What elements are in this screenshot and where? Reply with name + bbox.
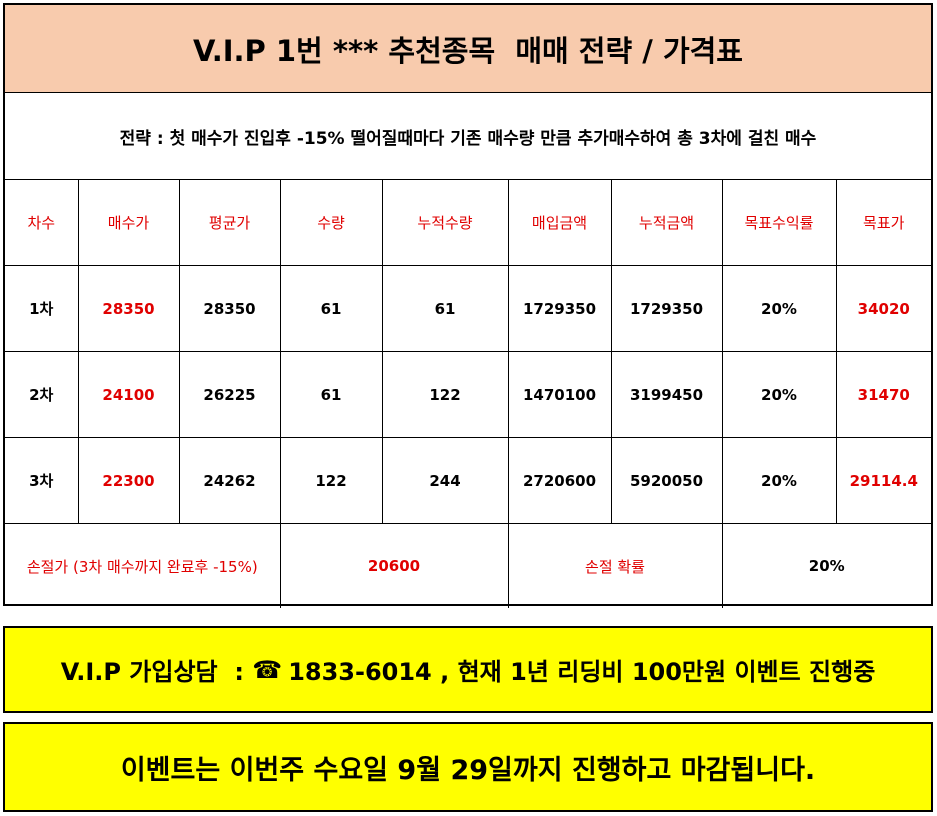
header-target-return: 목표수익률	[722, 180, 837, 266]
cell-cum-amount: 3199450	[611, 351, 723, 438]
cell-target-return: 20%	[722, 351, 837, 438]
cell-target-return: 20%	[722, 437, 837, 524]
price-table: 차수 매수가 평균가 수량 누적수량 매입금액 누적금액 목표수익률 목표가 1…	[5, 180, 931, 608]
cell-avg-price: 24262	[179, 437, 281, 524]
banner-consult-text: 1833-6014 , 현재 1년 리딩비 100만원 이벤트 진행중	[288, 658, 876, 686]
cell-qty: 61	[280, 351, 383, 438]
cell-buy-amount: 1470100	[508, 351, 612, 438]
table-header-row: 차수 매수가 평균가 수량 누적수량 매입금액 누적금액 목표수익률 목표가	[5, 180, 931, 266]
cell-qty: 61	[280, 265, 383, 352]
table-row: 1차 28350 28350 61 61 1729350 1729350 20%…	[5, 265, 931, 352]
header-buy-amount: 매입금액	[508, 180, 612, 266]
cell-target-price: 29114.4	[836, 437, 931, 524]
cell-target-price: 34020	[836, 265, 931, 352]
cell-target-price: 31470	[836, 351, 931, 438]
stop-loss-prob-value: 20%	[808, 557, 845, 575]
header-avg-price: 평균가	[179, 180, 281, 266]
telephone-icon: ☎	[252, 655, 283, 684]
cell-buy-amount: 2720600	[508, 437, 612, 524]
cell-qty: 122	[280, 437, 383, 524]
header-qty: 수량	[280, 180, 383, 266]
vip-consult-banner: V.I.P 가입상담 : ☎ 1833-6014 , 현재 1년 리딩비 100…	[3, 626, 933, 713]
strategy-text: 전략 : 첫 매수가 진입후 -15% 떨어질때마다 기존 매수량 만큼 추가매…	[5, 93, 931, 180]
header-cum-amount: 누적금액	[611, 180, 723, 266]
stop-loss-value: 20600	[280, 523, 509, 608]
stop-loss-row: 손절가 (3차 매수까지 완료후 -15%) 20600 손절 확률 20%	[5, 523, 931, 608]
stop-loss-prob-label: 손절 확률	[508, 523, 723, 608]
cell-round: 3차	[5, 437, 79, 524]
cell-avg-price: 26225	[179, 351, 281, 438]
cell-avg-price: 28350	[179, 265, 281, 352]
cell-buy-price: 22300	[78, 437, 180, 524]
cell-buy-amount: 1729350	[508, 265, 612, 352]
cell-target-return: 20%	[722, 265, 837, 352]
header-cum-qty: 누적수량	[382, 180, 509, 266]
table-row: 3차 22300 24262 122 244 2720600 5920050 2…	[5, 437, 931, 524]
cell-cum-amount: 1729350	[611, 265, 723, 352]
stop-loss-label: 손절가 (3차 매수까지 완료후 -15%)	[5, 523, 281, 608]
cell-buy-price: 24100	[78, 351, 180, 438]
header-target-price: 목표가	[836, 180, 931, 266]
banner-consult-prefix: V.I.P 가입상담 :	[60, 658, 253, 686]
header-round: 차수	[5, 180, 79, 266]
cell-round: 1차	[5, 265, 79, 352]
table-row: 2차 24100 26225 61 122 1470100 3199450 20…	[5, 351, 931, 438]
cell-cum-qty: 244	[382, 437, 509, 524]
banner-event-text: 이벤트는 이번주 수요일 9월 29일까지 진행하고 마감됩니다.	[120, 754, 816, 786]
sheet-title: V.I.P 1번 *** 추천종목 매매 전략 / 가격표	[5, 5, 931, 93]
cell-cum-amount: 5920050	[611, 437, 723, 524]
cell-buy-price: 28350	[78, 265, 180, 352]
header-buy-price: 매수가	[78, 180, 180, 266]
cell-cum-qty: 61	[382, 265, 509, 352]
price-sheet: V.I.P 1번 *** 추천종목 매매 전략 / 가격표 전략 : 첫 매수가…	[3, 3, 933, 608]
cell-round: 2차	[5, 351, 79, 438]
cell-cum-qty: 122	[382, 351, 509, 438]
event-deadline-banner: 이벤트는 이번주 수요일 9월 29일까지 진행하고 마감됩니다.	[3, 722, 933, 812]
